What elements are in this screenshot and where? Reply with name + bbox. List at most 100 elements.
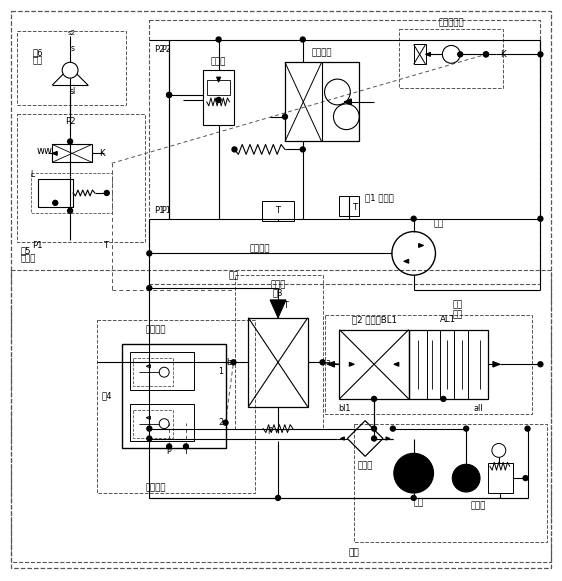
Circle shape (394, 453, 433, 493)
Circle shape (300, 147, 305, 152)
Circle shape (483, 52, 488, 57)
Circle shape (275, 496, 280, 500)
Polygon shape (52, 152, 57, 155)
Text: sl: sl (70, 88, 76, 96)
Polygon shape (270, 300, 286, 318)
Bar (129, 353, 194, 390)
Bar (97, 320, 255, 493)
Bar (414, 45, 425, 64)
Text: 主节流阀: 主节流阀 (311, 48, 332, 57)
Bar (30, 173, 112, 213)
Text: 行走制动: 行走制动 (146, 325, 166, 334)
Text: P: P (167, 447, 171, 456)
Bar (488, 463, 513, 493)
Text: K: K (500, 50, 506, 59)
Text: p: p (268, 425, 273, 434)
Text: 1: 1 (218, 367, 223, 376)
Circle shape (216, 98, 221, 102)
Text: 散热器: 散热器 (357, 462, 373, 471)
Text: 梭阀: 梭阀 (33, 57, 43, 66)
Circle shape (538, 216, 543, 221)
Text: L: L (30, 170, 35, 179)
Polygon shape (404, 259, 409, 263)
Circle shape (300, 37, 305, 42)
Text: 主泵: 主泵 (414, 498, 424, 507)
Circle shape (147, 251, 152, 256)
Polygon shape (425, 52, 430, 56)
Bar (235, 275, 323, 429)
Text: 侧管: 侧管 (228, 272, 239, 281)
Polygon shape (341, 437, 345, 440)
Bar (133, 410, 173, 437)
Bar (409, 329, 488, 399)
Polygon shape (493, 361, 500, 367)
Polygon shape (419, 243, 424, 248)
Bar (203, 70, 234, 125)
Text: T: T (275, 206, 280, 216)
Text: P2: P2 (65, 117, 75, 126)
Text: T: T (283, 302, 287, 310)
Circle shape (538, 52, 543, 57)
Text: 溢流阀: 溢流阀 (211, 58, 226, 67)
Polygon shape (328, 361, 334, 367)
Bar (339, 329, 409, 399)
Text: T: T (184, 447, 188, 456)
Circle shape (441, 396, 446, 401)
Circle shape (147, 426, 152, 431)
Circle shape (232, 147, 237, 152)
Text: T: T (352, 203, 358, 212)
Circle shape (371, 396, 377, 401)
Bar (52, 145, 92, 162)
Text: K: K (99, 149, 105, 158)
Bar (339, 196, 359, 216)
Text: 换向阀: 换向阀 (270, 281, 285, 289)
Text: 马达: 马达 (433, 219, 443, 228)
Polygon shape (350, 363, 354, 366)
Text: s: s (71, 44, 75, 53)
Text: 油箱: 油箱 (349, 548, 360, 557)
Text: P1: P1 (161, 206, 171, 216)
Circle shape (147, 285, 152, 290)
Bar (129, 404, 194, 442)
Text: bl1: bl1 (338, 404, 351, 413)
Text: 先导泵: 先导泵 (470, 501, 486, 510)
Text: 2: 2 (218, 418, 223, 427)
Bar (38, 179, 73, 207)
Circle shape (216, 37, 221, 42)
Circle shape (67, 139, 72, 144)
Circle shape (391, 426, 395, 431)
Circle shape (464, 426, 469, 431)
Bar (11, 270, 551, 562)
Bar (325, 315, 532, 414)
Text: T: T (104, 241, 110, 250)
Bar (133, 358, 173, 386)
Bar (354, 424, 547, 543)
Circle shape (183, 444, 188, 449)
Text: T: T (273, 302, 278, 310)
Text: P1: P1 (33, 241, 43, 250)
Text: 前进回油: 前进回油 (250, 244, 270, 253)
Text: P2: P2 (154, 45, 165, 54)
Circle shape (371, 436, 377, 441)
Text: 阀4: 阀4 (101, 392, 112, 400)
Text: a: a (325, 358, 330, 367)
Circle shape (283, 114, 287, 119)
Bar (17, 114, 146, 242)
Text: ww: ww (37, 146, 52, 156)
Bar (399, 28, 503, 88)
Polygon shape (216, 77, 221, 82)
Bar (262, 201, 294, 221)
Text: 行走先导: 行走先导 (146, 483, 166, 493)
Circle shape (452, 464, 480, 492)
Circle shape (223, 420, 228, 425)
Text: 节流单向阀: 节流单向阀 (438, 18, 464, 27)
Text: 控制阀: 控制阀 (21, 255, 36, 264)
Circle shape (167, 92, 171, 98)
Circle shape (411, 496, 416, 500)
Polygon shape (345, 99, 351, 105)
Circle shape (523, 476, 528, 480)
Bar (121, 345, 225, 449)
Bar (285, 62, 359, 142)
Polygon shape (394, 363, 399, 366)
Circle shape (411, 216, 416, 221)
